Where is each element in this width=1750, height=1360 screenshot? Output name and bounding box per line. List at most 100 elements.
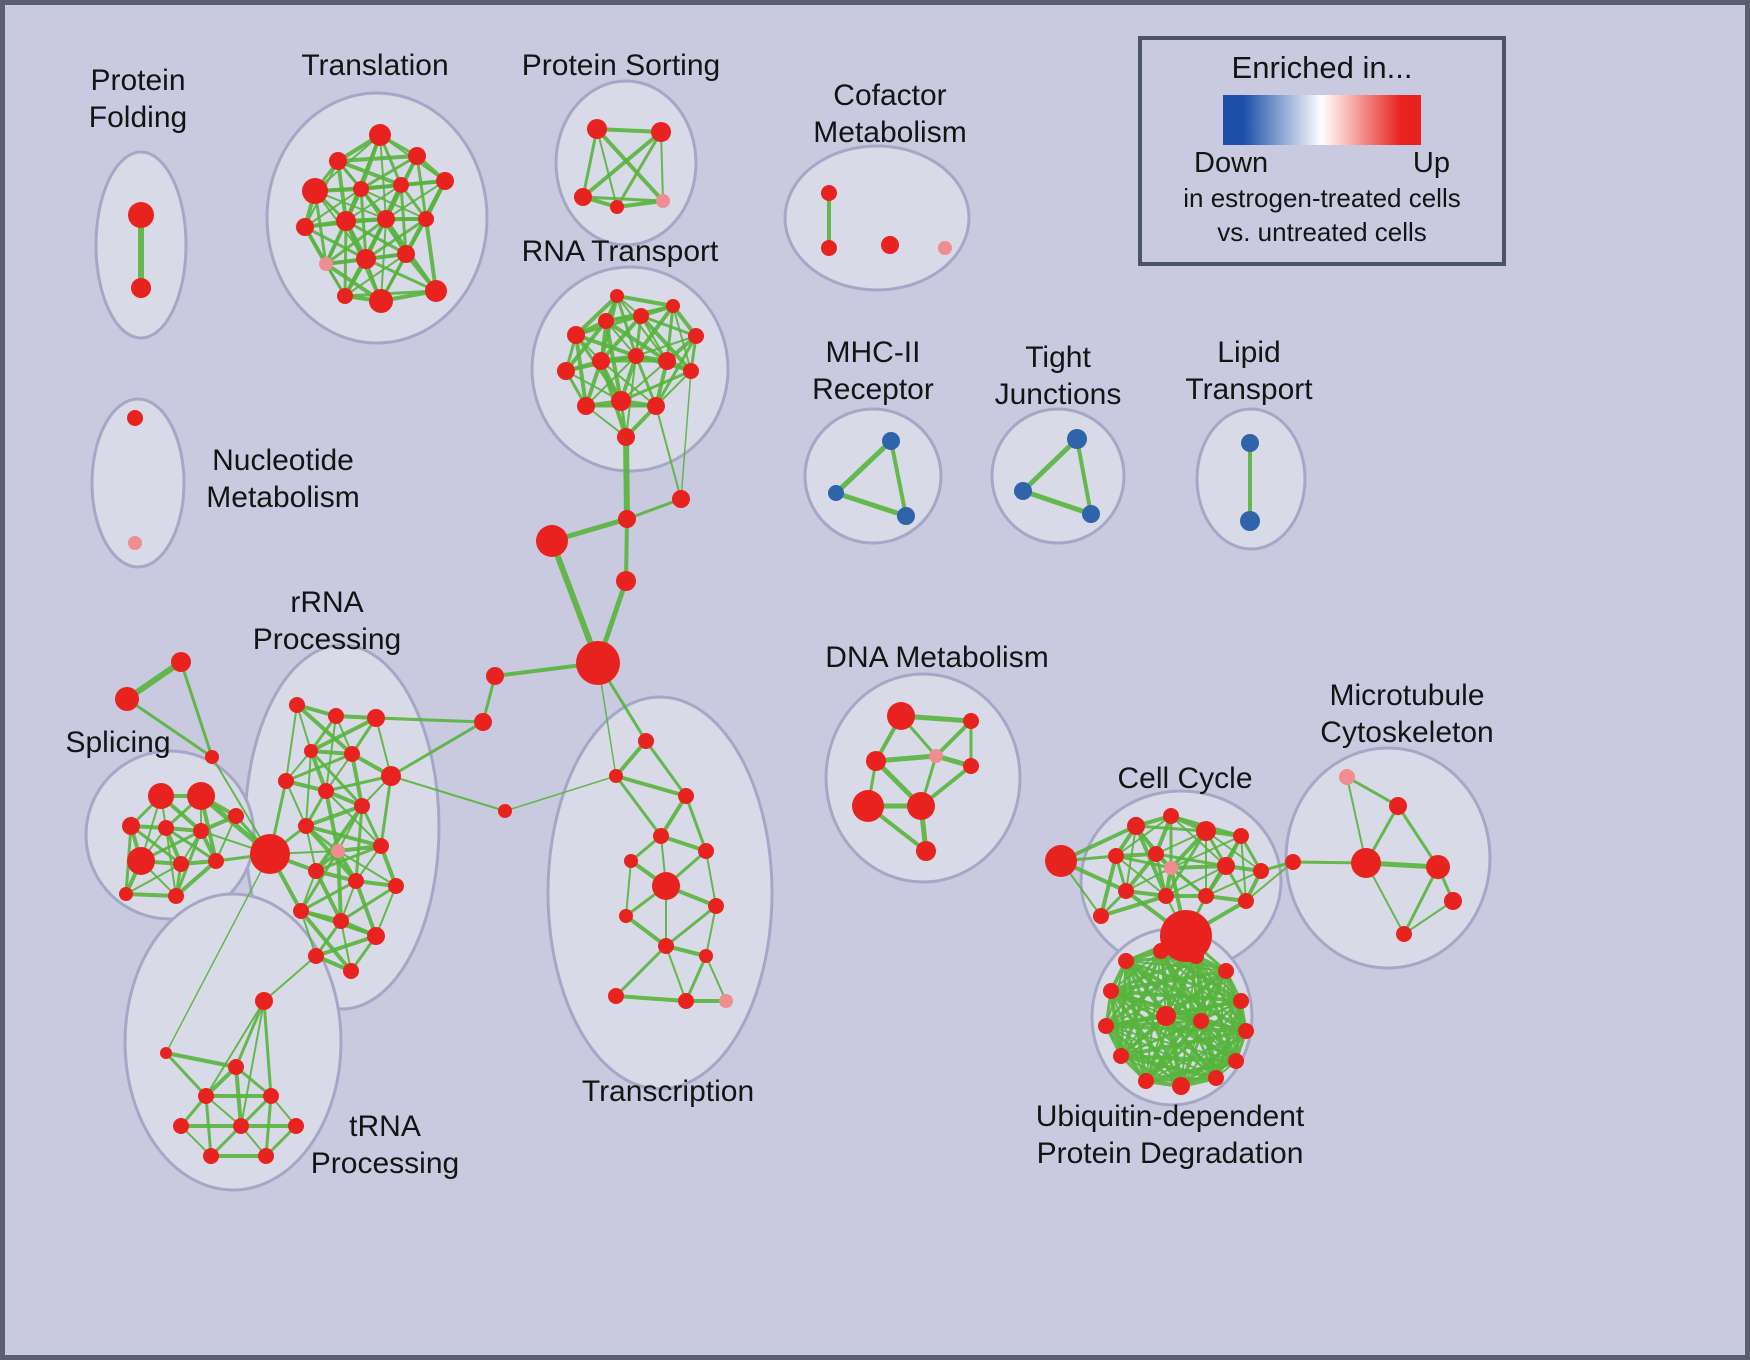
- network-node-dna-5[interactable]: [852, 790, 884, 822]
- network-node-transcription-10[interactable]: [699, 949, 713, 963]
- network-node-rna_transport-0[interactable]: [610, 289, 624, 303]
- network-node-ubiquitin-7[interactable]: [1238, 1023, 1254, 1039]
- network-node-translation-3[interactable]: [302, 178, 328, 204]
- network-node-mhc-2[interactable]: [897, 507, 915, 525]
- network-node-rrna-17[interactable]: [367, 927, 385, 945]
- network-node-rrna-15[interactable]: [293, 903, 309, 919]
- network-node-rrna-2[interactable]: [367, 709, 385, 727]
- network-node-cofactor-3[interactable]: [938, 241, 952, 255]
- network-node-ubiquitin-10[interactable]: [1138, 1073, 1154, 1089]
- network-node-microtubule-2[interactable]: [1285, 854, 1301, 870]
- network-node-cell_cycle-4[interactable]: [1233, 828, 1249, 844]
- network-node-chain-3[interactable]: [576, 641, 620, 685]
- network-node-mhc-0[interactable]: [882, 432, 900, 450]
- network-node-cofactor-2[interactable]: [881, 236, 899, 254]
- network-node-transcription-7[interactable]: [708, 898, 724, 914]
- network-node-ubiquitin-8[interactable]: [1113, 1048, 1129, 1064]
- network-node-cell_cycle-12[interactable]: [1198, 888, 1214, 904]
- network-node-rrna-7[interactable]: [318, 783, 334, 799]
- network-node-splicing-1[interactable]: [187, 782, 215, 810]
- network-node-splicing-4[interactable]: [193, 823, 209, 839]
- network-node-rrna-21[interactable]: [255, 992, 273, 1010]
- network-node-transcription-5[interactable]: [624, 854, 638, 868]
- network-node-splicing-6[interactable]: [127, 847, 155, 875]
- network-node-cell_cycle-11[interactable]: [1158, 888, 1174, 904]
- network-node-rrna-4[interactable]: [344, 746, 360, 762]
- network-node-transcription-9[interactable]: [658, 938, 674, 954]
- network-node-dna-7[interactable]: [916, 841, 936, 861]
- network-node-transcription-1[interactable]: [609, 769, 623, 783]
- network-node-rrna-0[interactable]: [289, 697, 305, 713]
- network-node-rna_transport-8[interactable]: [628, 348, 644, 364]
- network-node-cell_cycle-6[interactable]: [1148, 846, 1164, 862]
- network-node-nucleotide-0[interactable]: [127, 410, 143, 426]
- network-node-rrna-14[interactable]: [388, 878, 404, 894]
- network-node-lipid-0[interactable]: [1241, 434, 1259, 452]
- network-node-translation-11[interactable]: [319, 257, 333, 271]
- network-node-transcription-11[interactable]: [608, 988, 624, 1004]
- network-node-cell_cycle-5[interactable]: [1108, 848, 1124, 864]
- network-node-trna-4[interactable]: [173, 1118, 189, 1134]
- network-node-transcription-8[interactable]: [619, 909, 633, 923]
- network-node-protein_sorting-4[interactable]: [656, 194, 670, 208]
- network-node-transcription-13[interactable]: [719, 994, 733, 1008]
- network-node-trna-0[interactable]: [160, 1047, 172, 1059]
- network-node-rna_transport-12[interactable]: [611, 391, 631, 411]
- network-node-rrna-3[interactable]: [304, 744, 318, 758]
- network-node-protein_sorting-0[interactable]: [587, 119, 607, 139]
- network-node-translation-5[interactable]: [393, 177, 409, 193]
- network-node-cell_cycle-15[interactable]: [1093, 908, 1109, 924]
- network-node-chain-2[interactable]: [672, 490, 690, 508]
- network-node-rrna-6[interactable]: [278, 773, 294, 789]
- network-node-rrna-19[interactable]: [343, 963, 359, 979]
- network-node-chain-4[interactable]: [616, 571, 636, 591]
- network-node-cell_cycle-7[interactable]: [1164, 861, 1178, 875]
- network-node-rna_transport-13[interactable]: [647, 397, 665, 415]
- network-node-splicing-5[interactable]: [228, 808, 244, 824]
- network-node-translation-6[interactable]: [436, 172, 454, 190]
- network-node-translation-12[interactable]: [356, 249, 376, 269]
- network-node-rna_transport-11[interactable]: [577, 397, 595, 415]
- network-node-tight-1[interactable]: [1014, 482, 1032, 500]
- network-node-rna_transport-9[interactable]: [658, 352, 676, 370]
- network-node-ubiquitin-6[interactable]: [1098, 1018, 1114, 1034]
- network-node-rrna-18[interactable]: [308, 948, 324, 964]
- network-node-transcription-2[interactable]: [678, 788, 694, 804]
- network-node-trna-1[interactable]: [228, 1059, 244, 1075]
- network-node-cofactor-0[interactable]: [821, 185, 837, 201]
- network-node-splicing_tri-0[interactable]: [171, 652, 191, 672]
- network-node-rna_transport-2[interactable]: [598, 313, 614, 329]
- network-node-translation-9[interactable]: [377, 210, 395, 228]
- network-node-transcription-4[interactable]: [698, 843, 714, 859]
- network-node-ubiquitin-14[interactable]: [1193, 1013, 1209, 1029]
- network-node-cell_cycle-8[interactable]: [1217, 857, 1235, 875]
- network-node-transcription-3[interactable]: [653, 828, 669, 844]
- network-node-ubiquitin-9[interactable]: [1228, 1053, 1244, 1069]
- network-node-rna_transport-3[interactable]: [633, 308, 649, 324]
- network-node-translation-16[interactable]: [337, 288, 353, 304]
- network-node-rna_transport-7[interactable]: [592, 352, 610, 370]
- network-node-rrna-10[interactable]: [373, 838, 389, 854]
- network-node-ubiquitin-4[interactable]: [1103, 983, 1119, 999]
- network-node-chain-0[interactable]: [536, 525, 568, 557]
- network-node-nucleotide-1[interactable]: [128, 536, 142, 550]
- network-node-rna_transport-14[interactable]: [617, 428, 635, 446]
- network-node-ubiquitin-5[interactable]: [1233, 993, 1249, 1009]
- network-node-rrna-8[interactable]: [354, 798, 370, 814]
- network-node-translation-2[interactable]: [408, 147, 426, 165]
- network-node-transcription-0[interactable]: [638, 733, 654, 749]
- network-node-cell_cycle-9[interactable]: [1253, 863, 1269, 879]
- network-node-ubiquitin-0[interactable]: [1118, 953, 1134, 969]
- network-node-dna-2[interactable]: [866, 751, 886, 771]
- network-node-cell_cycle-0[interactable]: [1045, 845, 1077, 877]
- network-node-dna-0[interactable]: [887, 702, 915, 730]
- network-node-cofactor-1[interactable]: [821, 240, 837, 256]
- network-node-tight-2[interactable]: [1082, 505, 1100, 523]
- network-node-ubiquitin-2[interactable]: [1188, 948, 1204, 964]
- network-node-dna-4[interactable]: [963, 758, 979, 774]
- network-node-rna_transport-6[interactable]: [557, 362, 575, 380]
- network-node-rrna-11[interactable]: [250, 834, 290, 874]
- network-node-cell_cycle-3[interactable]: [1196, 821, 1216, 841]
- network-node-rrna-13[interactable]: [348, 873, 364, 889]
- network-node-translation-1[interactable]: [329, 152, 347, 170]
